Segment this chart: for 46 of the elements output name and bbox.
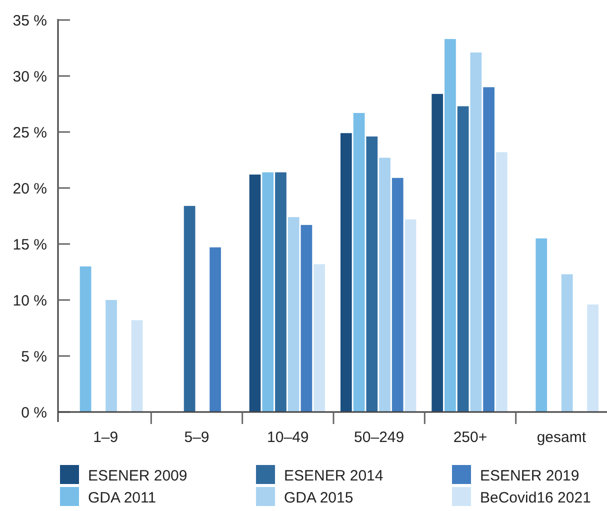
bar <box>131 320 143 412</box>
bar <box>587 304 598 412</box>
x-tick-label: gesamt <box>536 429 587 446</box>
x-tick-label: 250+ <box>453 429 488 446</box>
bar <box>392 178 404 412</box>
bar <box>353 112 365 412</box>
bar <box>379 158 390 412</box>
legend-label: GDA 2015 <box>284 489 354 506</box>
x-tick-label: 1–9 <box>93 429 118 446</box>
bar <box>483 87 494 412</box>
bar <box>262 172 274 412</box>
bar <box>496 152 508 412</box>
bar <box>249 174 261 412</box>
bar <box>444 39 456 412</box>
x-tick-label: 50–249 <box>354 429 404 446</box>
bar <box>404 219 416 412</box>
legend-label: ESENER 2014 <box>284 467 384 484</box>
bar <box>210 247 221 412</box>
y-tick-label: 20 % <box>12 180 47 198</box>
bar <box>184 206 196 412</box>
bar <box>457 106 469 412</box>
bar <box>561 274 573 412</box>
y-tick-label: 25 % <box>12 124 47 142</box>
bar <box>366 136 378 412</box>
bar <box>106 300 117 412</box>
y-tick-label: 15 % <box>12 236 47 254</box>
x-tick-label: 5–9 <box>184 429 210 446</box>
x-tick-label: 10–49 <box>267 429 309 446</box>
bar <box>536 238 548 412</box>
y-tick-label: 10 % <box>12 292 47 310</box>
bar <box>275 172 286 412</box>
bar <box>314 264 325 412</box>
legend-label: BeCovid16 2021 <box>480 489 591 506</box>
bar <box>340 133 352 412</box>
y-tick-label: 30 % <box>12 68 47 86</box>
bar <box>470 52 482 412</box>
bar <box>432 94 444 412</box>
y-tick-label: 35 % <box>12 12 47 30</box>
bar <box>288 217 300 412</box>
legend-label: ESENER 2019 <box>480 467 580 484</box>
y-tick-label: 0 % <box>21 404 47 422</box>
legend-label: GDA 2011 <box>88 489 156 506</box>
y-tick-label: 5 % <box>21 348 47 366</box>
legend-label: ESENER 2009 <box>88 467 188 484</box>
bar <box>300 224 312 412</box>
bar <box>80 266 92 412</box>
